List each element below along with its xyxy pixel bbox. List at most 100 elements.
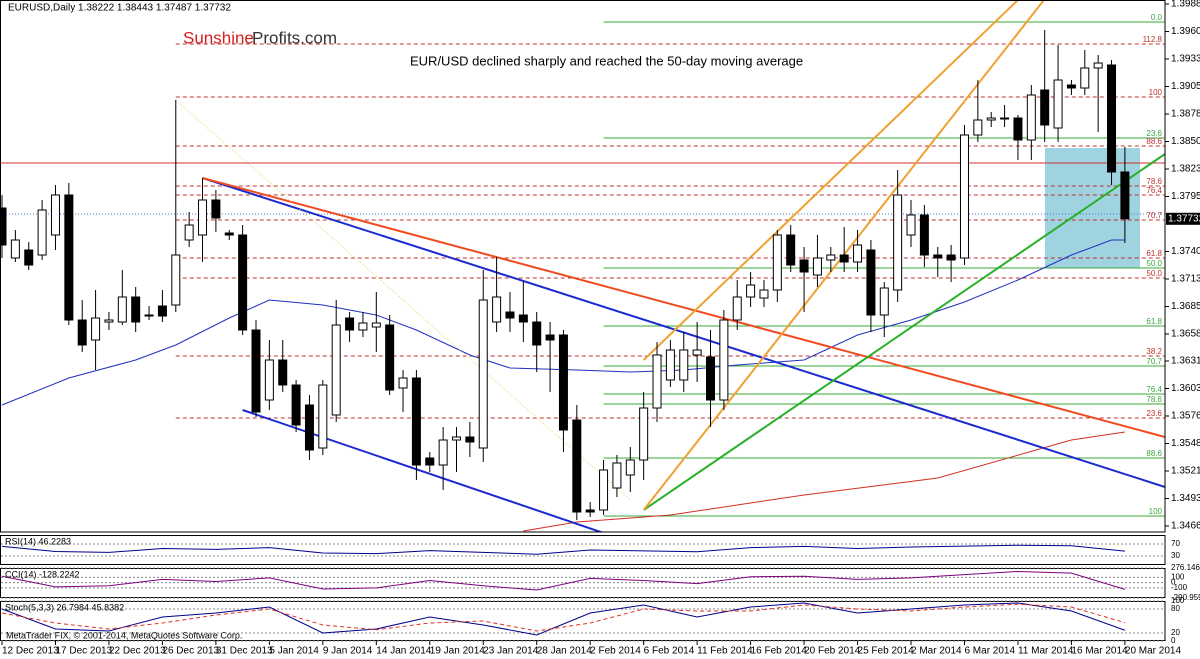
candle-body <box>385 324 395 391</box>
overlay-line <box>523 431 1125 532</box>
indicator-tick-label: 30 <box>1171 551 1180 560</box>
candle-body <box>746 284 756 298</box>
x-tick-label: 11 Feb 2014 <box>697 646 753 657</box>
candle-body <box>398 377 408 389</box>
fib-label: 0.0 <box>1151 13 1163 22</box>
indicator-tick-label: 100 <box>1171 596 1185 605</box>
plot-area <box>0 0 1165 532</box>
candle-body <box>251 329 261 413</box>
candle-body <box>1120 171 1130 220</box>
indicator-tick-label: 20 <box>1171 628 1180 637</box>
candle-body <box>104 319 114 323</box>
x-tick-label: 26 Dec 2013 <box>162 646 219 657</box>
candle-body <box>558 334 568 431</box>
candle-body <box>425 457 435 466</box>
fib-label: 100 <box>1149 88 1163 97</box>
candle-body <box>986 117 996 121</box>
candle-body <box>505 311 515 319</box>
x-tick-label: 2 Mar 2014 <box>911 646 962 657</box>
indicator-title: Stoch(5,3,3) 26.7984 45.8382 <box>5 602 124 612</box>
candle-body <box>853 244 863 263</box>
candle-body <box>973 119 983 136</box>
overlay-line <box>1 239 1125 406</box>
candle-body <box>946 254 956 261</box>
candle-body <box>478 299 488 449</box>
copyright: MetaTrader FIX, © 2001-2014, MetaQuotes … <box>6 630 242 640</box>
y-tick-label: 1.36580 <box>1171 329 1200 340</box>
fib-label: 70.7 <box>1146 211 1162 220</box>
candle-body <box>37 209 47 256</box>
candle-body <box>452 436 462 441</box>
candle-body <box>264 359 274 401</box>
candle-body <box>572 419 582 513</box>
fib-label: 78.6 <box>1146 395 1162 404</box>
candle-body <box>732 296 742 321</box>
fib-label: 61.8 <box>1146 249 1162 258</box>
headline: EUR/USD declined sharply and reached the… <box>410 53 803 68</box>
y-tick-label: 1.36310 <box>1171 356 1200 367</box>
candle-body <box>198 199 208 236</box>
x-tick-label: 20 Feb 2014 <box>804 646 861 657</box>
candle-body <box>345 317 355 331</box>
overlay-line <box>642 0 1046 511</box>
indicator-title: CCI(14) -128.2242 <box>5 569 80 579</box>
candle-body <box>50 194 60 236</box>
candle-body <box>812 257 822 276</box>
indicator-line <box>1 602 1126 636</box>
candle-body <box>371 322 381 328</box>
candle-body <box>278 359 288 386</box>
y-tick-label: 1.38505 <box>1171 136 1200 147</box>
candle-body <box>0 207 7 246</box>
indicator-panel <box>0 535 1166 565</box>
candle-body <box>10 239 20 259</box>
overlay-line <box>175 99 631 501</box>
candle-body <box>77 319 87 346</box>
y-tick-label: 1.37955 <box>1171 191 1200 202</box>
indicator-tick-label: 276.1467 <box>1171 563 1200 572</box>
indicator-line <box>1 544 1125 555</box>
candle-body <box>518 314 528 323</box>
fib-label: 100 <box>1149 507 1163 516</box>
candle-body <box>1013 117 1023 141</box>
candle-body <box>117 296 127 323</box>
x-tick-label: 5 Jan 2014 <box>269 646 319 657</box>
indicator-title: RSI(14) 46.2283 <box>5 536 71 546</box>
overlay-line <box>643 153 1165 511</box>
candle-body <box>959 134 969 259</box>
candle-body <box>24 249 34 266</box>
candle-body <box>1053 79 1063 129</box>
x-tick-label: 31 Dec 2013 <box>216 646 273 657</box>
candle-body <box>719 319 729 401</box>
candle-body <box>599 469 609 511</box>
candle-body <box>1040 89 1050 126</box>
candle-body <box>705 356 715 401</box>
fib-label: 78.6 <box>1146 177 1162 186</box>
indicator-tick-label: 0 <box>1171 578 1176 587</box>
indicator-line <box>1 603 1126 632</box>
candle-body <box>1080 67 1090 89</box>
y-tick-label: 1.35210 <box>1171 466 1200 477</box>
candle-body <box>679 349 689 381</box>
x-tick-label: 12 Dec 2013 <box>2 646 59 657</box>
fib-label: 112.8 <box>1143 35 1163 44</box>
candle-body <box>933 254 943 259</box>
indicator-tick-label: 100 <box>1171 572 1185 581</box>
candle-body <box>411 377 421 466</box>
candle-body <box>184 224 194 241</box>
y-tick-label: 1.35485 <box>1171 438 1200 449</box>
candle-body <box>906 214 916 236</box>
x-tick-label: 6 Feb 2014 <box>644 646 695 657</box>
y-tick-label: 1.35760 <box>1171 411 1200 422</box>
candle-body <box>224 232 234 236</box>
indicator-tick-label: 70 <box>1171 539 1180 548</box>
x-tick-label: 25 Feb 2014 <box>858 646 915 657</box>
indicator-tick-label: 0 <box>1171 636 1176 645</box>
x-tick-label: 16 Mar 2014 <box>1071 646 1128 657</box>
candle-body <box>866 249 876 316</box>
candle-body <box>799 259 809 273</box>
candle-body <box>585 509 595 513</box>
x-tick-label: 28 Jan 2014 <box>537 646 592 657</box>
candle-body <box>131 296 141 323</box>
candle-body <box>1107 64 1117 173</box>
